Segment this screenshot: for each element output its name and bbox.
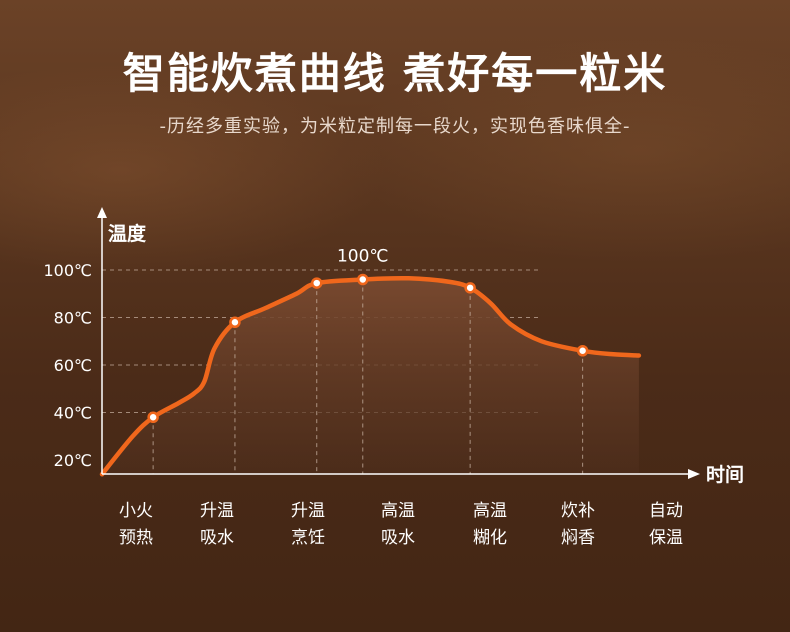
stage-label-2-line1: 升温 (200, 501, 234, 521)
stage-label-4-line2: 吸水 (381, 528, 415, 548)
stage-label-3-line2: 烹饪 (291, 527, 325, 548)
y-tick-labels: 20℃ 40℃ 60℃ 80℃ 100℃ (43, 261, 92, 470)
peak-annotation: 100℃ (337, 247, 389, 267)
curve-marker-4 (357, 273, 369, 286)
stage-label-2-line2: 吸水 (200, 528, 234, 548)
y-tick-40: 40℃ (54, 404, 92, 423)
page-title: 智能炊煮曲线 煮好每一粒米 (122, 49, 668, 98)
curve-area-fill (102, 278, 639, 475)
stage-label-5-line1: 高温 (473, 501, 507, 521)
y-axis-arrow (97, 207, 107, 218)
curve-marker-2 (229, 316, 241, 328)
stage-label-7-line2: 保温 (649, 528, 683, 548)
curve-marker-5 (464, 282, 476, 294)
y-tick-80: 80℃ (54, 309, 92, 328)
page-subtitle: -历经多重实验，为米粒定制每一段火，实现色香味俱全- (159, 116, 631, 137)
stage-label-3-line1: 升温 (291, 501, 325, 521)
curve-marker-3 (310, 277, 323, 289)
y-tick-100: 100℃ (43, 261, 92, 280)
x-axis-arrow (688, 469, 700, 479)
stage-label-6-line2: 焖香 (561, 528, 595, 548)
y-tick-20: 20℃ (54, 451, 92, 470)
curve-markers (147, 273, 589, 423)
stage-label-1-line2: 预热 (119, 528, 153, 548)
curve-marker-6 (576, 345, 589, 357)
stage-label-1-line1: 小火 (119, 501, 153, 521)
stage-label-5-line2: 糊化 (473, 528, 507, 548)
x-axis-label: 时间 (706, 464, 744, 486)
stage-label-4-line1: 高温 (381, 501, 415, 521)
curve-marker-1 (147, 411, 159, 423)
y-tick-60: 60℃ (54, 356, 92, 375)
stage-label-6-line1: 炊补 (561, 501, 595, 521)
stage-guide-lines (152, 279, 584, 474)
stage-label-7-line1: 自动 (649, 501, 683, 521)
y-axis-label: 温度 (108, 222, 147, 245)
